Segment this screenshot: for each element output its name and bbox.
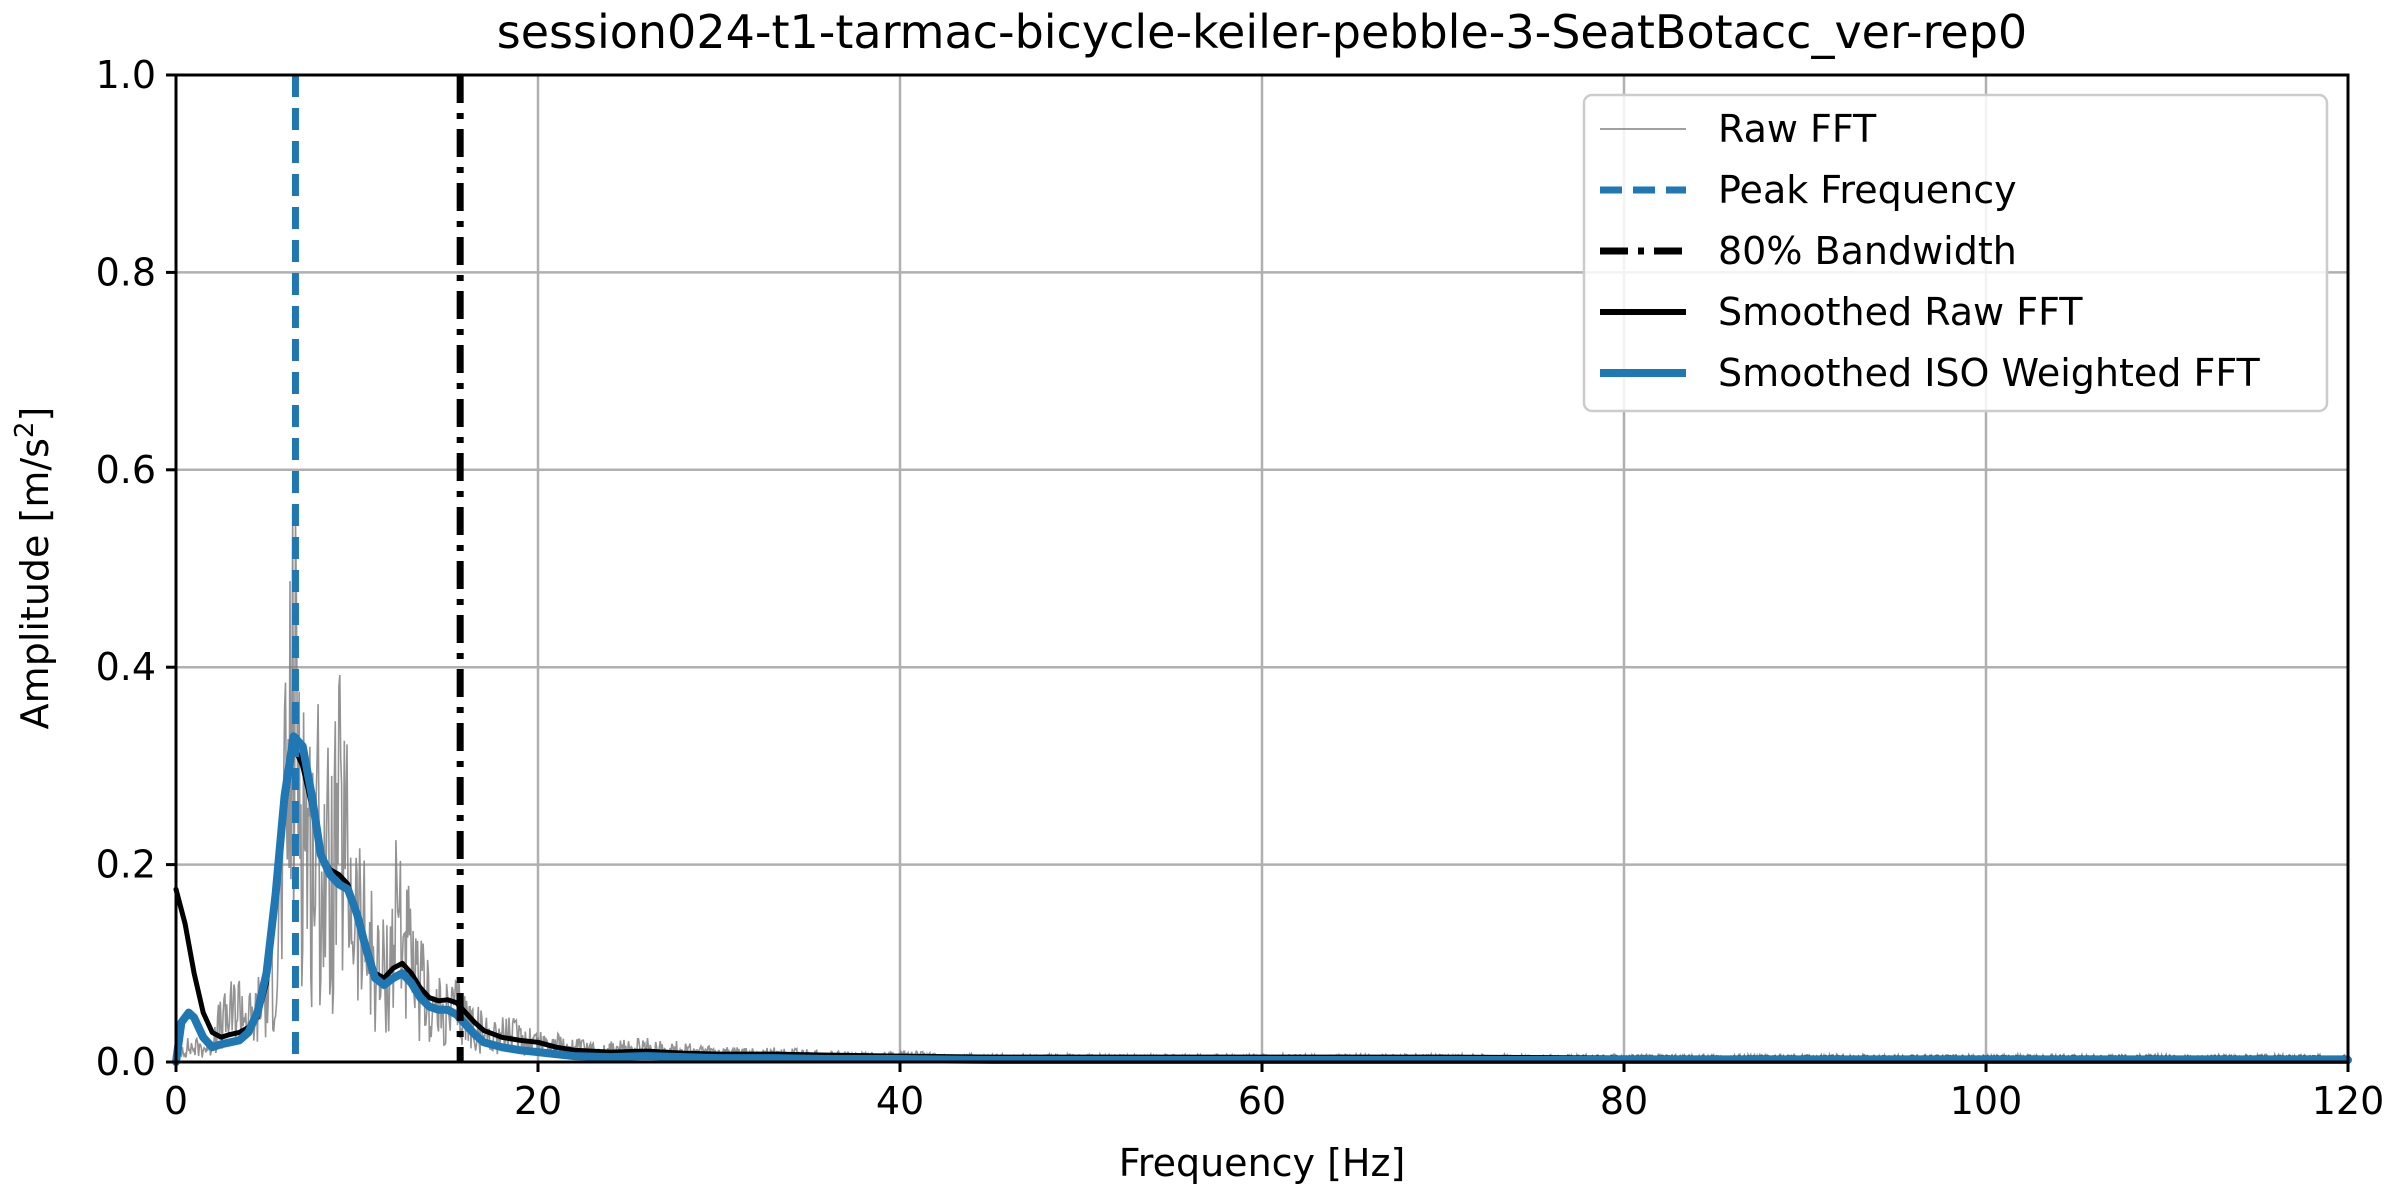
legend-label-smoothed-raw-fft: Smoothed Raw FFT bbox=[1718, 290, 2083, 334]
legend-box bbox=[1582, 93, 2329, 413]
axis-ticks: 0 20 40 60 80 100 120 0.0 0.2 0.4 0.6 0.8 1.0 bbox=[96, 53, 2385, 1123]
y-tick-label: 0.6 bbox=[96, 448, 156, 492]
y-axis-label-main: Amplitude [m/s bbox=[13, 438, 57, 729]
legend-label-80pct-bandwidth: 80% Bandwidth bbox=[1718, 229, 2017, 273]
x-tick-label: 20 bbox=[514, 1079, 562, 1123]
x-tick-label: 40 bbox=[876, 1079, 924, 1123]
legend-label-peak-frequency: Peak Frequency bbox=[1718, 168, 2017, 212]
legend-label-smoothed-iso-weighted-fft: Smoothed ISO Weighted FFT bbox=[1718, 351, 2261, 395]
y-tick-label: 0.4 bbox=[96, 645, 156, 689]
y-tick-label: 0.8 bbox=[96, 250, 156, 294]
y-tick-label: 0.2 bbox=[96, 843, 156, 887]
x-tick-label: 80 bbox=[1600, 1079, 1648, 1123]
x-tick-label: 100 bbox=[1950, 1079, 2023, 1123]
legend-label-raw-fft: Raw FFT bbox=[1718, 107, 1877, 151]
x-tick-label: 60 bbox=[1238, 1079, 1286, 1123]
vline-layer bbox=[291, 75, 464, 1062]
x-axis-label: Frequency [Hz] bbox=[1119, 1141, 1406, 1185]
legend: Raw FFT Peak Frequency 80% Bandwidth Smooth… bbox=[1582, 93, 2329, 413]
chart-title: session024-t1-tarmac-bicycle-keiler-pebb… bbox=[497, 5, 2027, 59]
series-smoothed-iso-weighted-fft bbox=[172, 732, 2352, 1066]
series-layer bbox=[172, 505, 2352, 1066]
y-tick-label: 1.0 bbox=[96, 53, 156, 97]
y-tick-label: 0.0 bbox=[96, 1040, 156, 1084]
y-axis-label: Amplitude [m/s2] bbox=[10, 407, 57, 730]
y-axis-label-superscript: 2 bbox=[10, 422, 40, 439]
x-tick-label: 0 bbox=[164, 1079, 188, 1123]
y-axis-label-end: ] bbox=[13, 407, 57, 422]
x-tick-label: 120 bbox=[2312, 1079, 2385, 1123]
